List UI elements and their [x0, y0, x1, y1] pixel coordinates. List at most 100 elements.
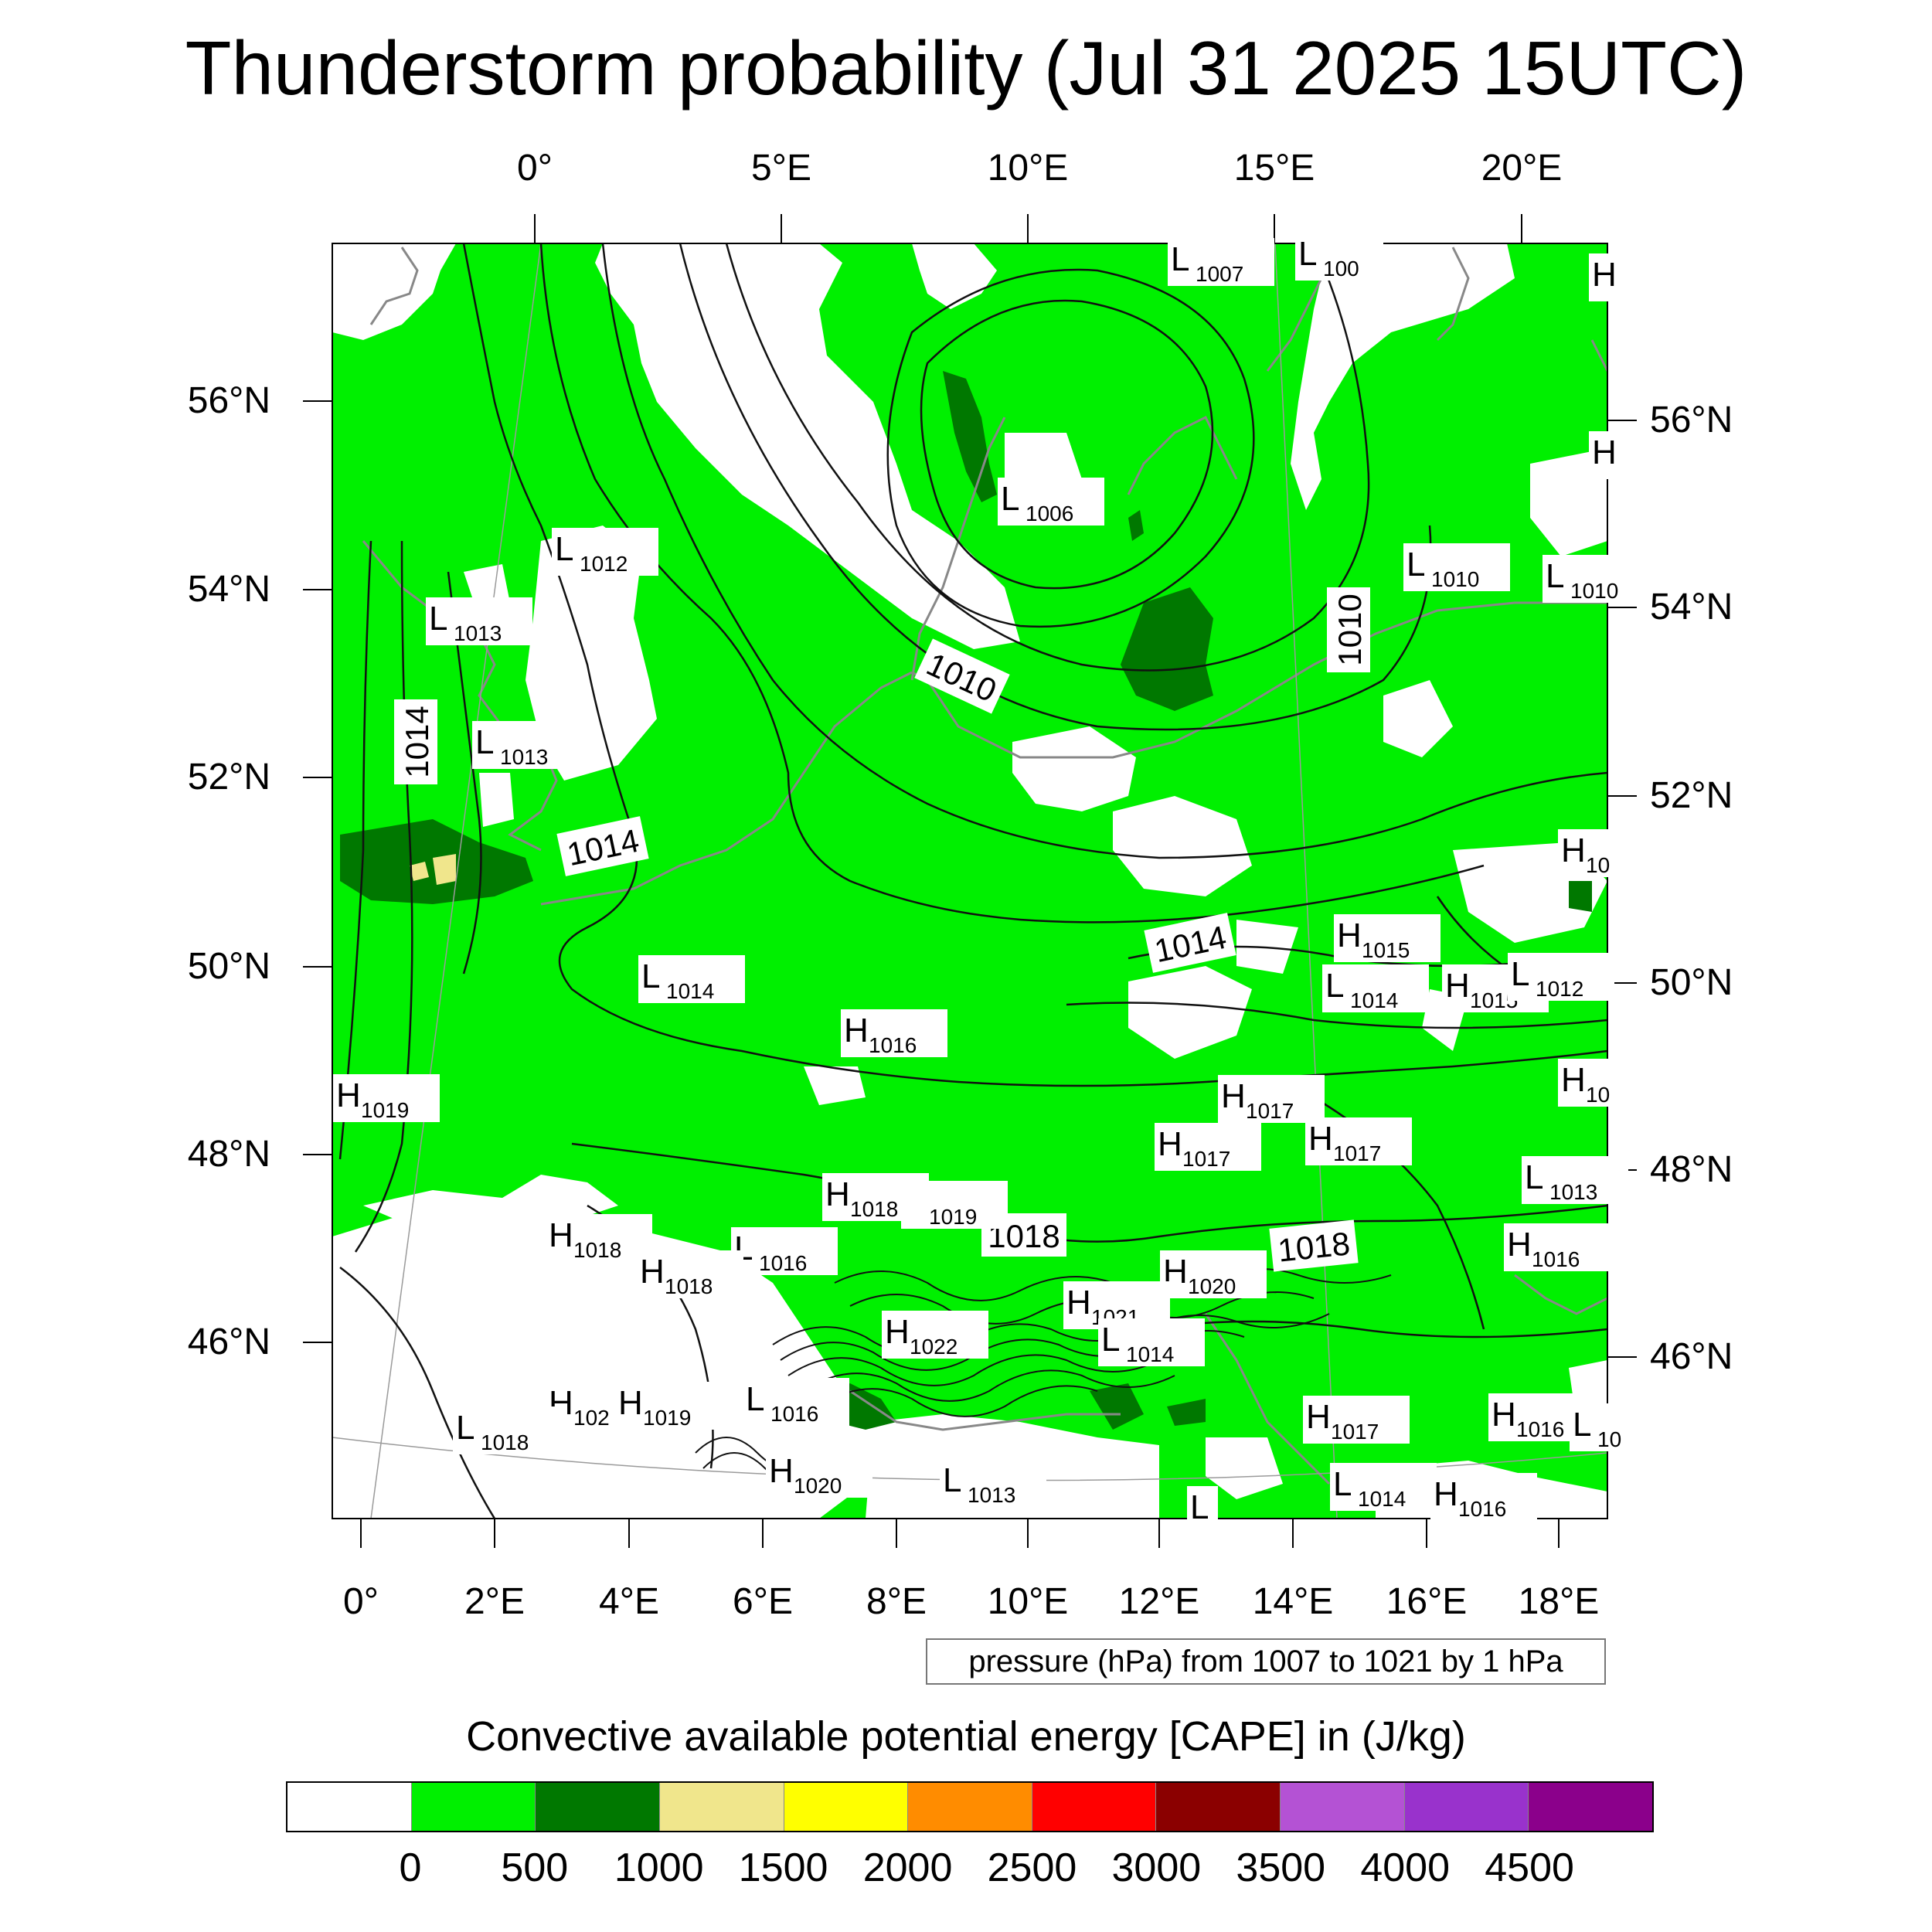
- bottom-axis-label-6e: 6°E: [733, 1581, 793, 1622]
- top-axis-label-0: 0°: [517, 148, 553, 189]
- pressure-center-type: H: [1337, 917, 1362, 954]
- pressure-center-type: H: [618, 1384, 643, 1422]
- pressure-center-type: H: [1492, 1396, 1516, 1434]
- pressure-center-value: 1007: [1196, 262, 1243, 286]
- bottom-axis-label-12e: 12°E: [1118, 1581, 1200, 1622]
- pressure-center-label: H 1018: [637, 1250, 743, 1298]
- pressure-center-label: H 1016: [841, 1009, 947, 1057]
- pressure-center-value: 1016: [759, 1251, 807, 1275]
- pressure-center-label: L 1012: [552, 528, 658, 576]
- pressure-center-label: L 1014: [1098, 1318, 1205, 1366]
- isobar-value-label: 1010: [1327, 587, 1370, 672]
- colorbar-swatch: [287, 1783, 412, 1831]
- pressure-center-type: H: [1221, 1077, 1246, 1115]
- pressure-center-label: H 1020: [766, 1450, 872, 1498]
- pressure-center-label: H 10: [1558, 1059, 1628, 1107]
- pressure-center-type: L: [1511, 955, 1529, 993]
- colorbar-tick-label: 2500: [987, 1845, 1077, 1890]
- pressure-center-value: 1016: [1516, 1417, 1564, 1441]
- pressure-center-label: H 1020: [1160, 1250, 1267, 1298]
- pressure-center-label: H 1017: [1305, 1117, 1412, 1165]
- pressure-center-value: 1015: [1362, 938, 1410, 962]
- left-axis-label-48n: 48°N: [187, 1134, 270, 1175]
- pressure-center-value: 1020: [794, 1474, 842, 1498]
- pressure-center-type: L: [456, 1409, 474, 1447]
- pressure-center-type: L: [1573, 1406, 1591, 1444]
- pressure-center-label: H: [1589, 431, 1620, 479]
- colorbar-swatch: [1404, 1783, 1529, 1831]
- pressure-center-value: 1018: [850, 1197, 898, 1221]
- pressure-center-value: 1020: [1188, 1274, 1236, 1298]
- pressure-center-type: L: [746, 1380, 764, 1418]
- pressure-center-type: H: [1561, 832, 1586, 869]
- pressure-center-label: L 1014: [1330, 1463, 1437, 1511]
- colorbar-tick-label: 4500: [1485, 1845, 1574, 1890]
- pressure-center-type: L: [475, 723, 494, 761]
- pressure-center-value: 102: [573, 1406, 610, 1430]
- right-axis-label-54n: 54°N: [1650, 587, 1733, 628]
- pressure-center-value: 1017: [1246, 1099, 1294, 1123]
- pressure-center-type: L: [1171, 240, 1189, 278]
- left-axis-label-50n: 50°N: [187, 946, 270, 987]
- bottom-axis-label-14e: 14°E: [1252, 1581, 1334, 1622]
- pressure-center-value: 1019: [361, 1098, 409, 1122]
- pressure-center-type: H: [1066, 1284, 1091, 1321]
- pressure-center-type: H: [640, 1253, 665, 1291]
- pressure-center-value: 10: [1586, 853, 1610, 877]
- top-axis-label-20e: 20°E: [1481, 148, 1563, 189]
- pressure-center-value: 10: [1597, 1427, 1621, 1451]
- pressure-center-type: L: [1525, 1158, 1543, 1196]
- colorbar-swatch: [908, 1783, 1032, 1831]
- pressure-center-type: L: [1333, 1465, 1352, 1503]
- pressure-center-type: H: [336, 1077, 361, 1114]
- colorbar-tick-label: 500: [501, 1845, 569, 1890]
- colorbar-tick-label: 0: [399, 1845, 422, 1890]
- pressure-center-label: H 1017: [1218, 1075, 1325, 1123]
- right-axis-label-56n: 56°N: [1650, 400, 1733, 440]
- pressure-center-type: H: [1308, 1120, 1333, 1158]
- colorbar-swatch: [536, 1783, 660, 1831]
- bottom-axis-label-2e: 2°E: [464, 1581, 525, 1622]
- pressure-center-type: L: [1546, 557, 1564, 595]
- pressure-center-type: H: [1434, 1475, 1458, 1513]
- pressure-center-type: H: [825, 1175, 850, 1213]
- pressure-center-label: H 1018: [822, 1173, 929, 1221]
- pressure-center-label: L 1013: [472, 721, 579, 769]
- pressure-center-label: L 1018: [453, 1406, 560, 1454]
- pressure-center-type: H: [1507, 1226, 1532, 1264]
- colorbar-labels: 0 500 1000 1500 2000 2500 3000 3500 4000 4500: [0, 1843, 1932, 1897]
- bottom-axis-label-16e: 16°E: [1386, 1581, 1468, 1622]
- colorbar-swatch: [1281, 1783, 1405, 1831]
- pressure-center-label: H 1016: [1504, 1223, 1611, 1271]
- pressure-center-type: L: [1325, 967, 1344, 1005]
- pressure-center-label: H 1022: [882, 1311, 988, 1359]
- plot-frame: [332, 243, 1608, 1519]
- tick-marks: [303, 214, 1637, 1548]
- left-axis-label-54n: 54°N: [187, 569, 270, 610]
- isobar-value-text: 1018: [1276, 1225, 1352, 1269]
- pressure-center-value: 1013: [454, 621, 502, 645]
- bottom-axis-label-8e: 8°E: [866, 1581, 927, 1622]
- bottom-axis-label-10e: 10°E: [987, 1581, 1069, 1622]
- pressure-center-label: L 1013: [1522, 1156, 1628, 1204]
- isobar-value-label: 1010: [914, 638, 1010, 714]
- pressure-center-label: L 1016: [743, 1378, 849, 1426]
- pressure-center-label: H 1018: [546, 1214, 652, 1262]
- left-axis-label-56n: 56°N: [187, 380, 270, 421]
- pressure-center-value: 1017: [1182, 1147, 1230, 1171]
- pressure-center-type: L: [429, 600, 447, 638]
- pressure-center-label: L 1010: [1403, 543, 1510, 591]
- pressure-center-type: L: [1190, 1488, 1209, 1526]
- colorbar-swatch: [1529, 1783, 1653, 1831]
- pressure-center-type: H: [1592, 434, 1617, 471]
- pressure-center-value: 1014: [1358, 1487, 1406, 1511]
- colorbar-swatch: [1156, 1783, 1281, 1831]
- bottom-axis-label-0: 0°: [343, 1581, 379, 1622]
- top-axis-label-15e: 15°E: [1233, 148, 1315, 189]
- pressure-center-label: L 1010: [1543, 555, 1649, 603]
- pressure-center-value: 1018: [481, 1430, 529, 1454]
